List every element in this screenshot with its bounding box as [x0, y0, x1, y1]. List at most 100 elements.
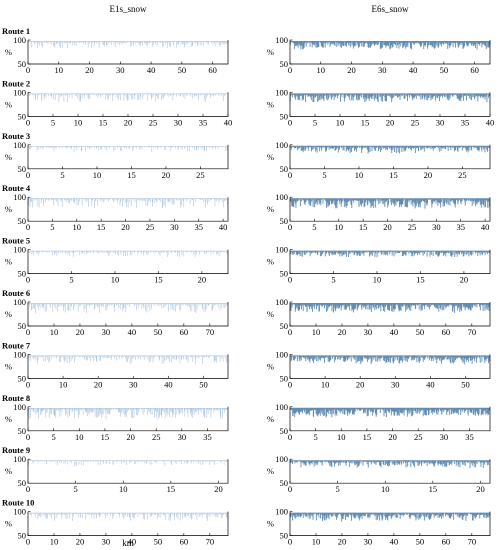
column-title-right: E6s_snow [371, 4, 409, 14]
axes-frame [289, 144, 491, 170]
x-tick-label: 0 [26, 432, 30, 442]
panel-10-e1s: Route 10 50 100% 0 10 20 30 40 50 60 70 [2, 498, 229, 547]
x-tick-label: 20 [121, 222, 130, 232]
x-tick-label: 10 [337, 432, 346, 442]
data-trace [28, 407, 229, 420]
x-tick-label: 35 [465, 432, 474, 442]
y-tick-label: 100 [275, 349, 288, 359]
data-trace [28, 355, 229, 365]
x-tick-label: 30 [129, 379, 138, 389]
x-tick-label: 40 [390, 537, 399, 547]
x-tick-label: 0 [26, 275, 30, 285]
route-label: Route 10 [2, 498, 34, 508]
x-tick-label: 15 [97, 222, 106, 232]
x-tick-label: 5 [331, 275, 335, 285]
data-trace [27, 303, 228, 314]
x-tick-label: 0 [288, 327, 292, 337]
x-tick-label: 50 [416, 537, 425, 547]
data-trace [290, 250, 491, 258]
x-tick-label: 5 [50, 222, 54, 232]
y-tick-label: 50 [280, 531, 289, 541]
y-tick-label: 100 [275, 35, 288, 45]
x-tick-label: 35 [194, 222, 203, 232]
x-tick-label: 0 [288, 117, 292, 127]
y-tick-label: 50 [18, 111, 27, 121]
x-tick-label: 15 [167, 484, 176, 494]
x-tick-label: 20 [388, 432, 397, 442]
route-label: Route 8 [2, 393, 30, 403]
x-tick-label: 10 [355, 170, 364, 180]
x-tick-label: 70 [468, 537, 477, 547]
y-axis-label: % [267, 414, 274, 424]
route-label: Route 4 [2, 183, 31, 193]
x-tick-label: 70 [468, 327, 477, 337]
y-tick-label: 100 [13, 349, 26, 359]
panel-5-e6s: 50 100% 0 5 10 15 20 [267, 245, 491, 285]
x-tick-label: 15 [154, 275, 163, 285]
data-trace [289, 145, 490, 154]
panel-7-e6s: 50 100% 0 10 20 30 40 50 [267, 349, 491, 389]
x-tick-label: 50 [416, 327, 425, 337]
panel-3-e1s: Route 3 50 100% 0 5 10 15 20 25 [2, 131, 229, 180]
route-label: Route 2 [2, 78, 30, 88]
x-tick-label: 30 [364, 537, 373, 547]
x-tick-label: 35 [203, 432, 212, 442]
x-tick-label: 30 [378, 65, 387, 75]
y-tick-label: 100 [275, 87, 288, 97]
x-tick-label: 40 [481, 222, 490, 232]
panel-1-e1s: Route 1 50 100% 0 10 20 30 40 50 60 [2, 26, 229, 75]
x-tick-label: 25 [408, 222, 417, 232]
x-tick-label: 10 [93, 170, 102, 180]
x-tick-label: 5 [312, 222, 316, 232]
axes-frame [27, 302, 229, 327]
panel-6-e6s: 50 100% 0 10 20 30 40 50 60 70 [267, 297, 491, 337]
x-tick-label: 15 [389, 170, 398, 180]
x-tick-label: 15 [359, 222, 368, 232]
y-axis-label: % [267, 519, 274, 529]
y-axis-label: % [267, 204, 274, 214]
x-tick-label: 60 [180, 537, 189, 547]
y-tick-label: 100 [13, 35, 26, 45]
x-tick-label: 10 [59, 379, 68, 389]
x-tick-label: 20 [76, 327, 85, 337]
data-trace [289, 40, 491, 50]
x-tick-label: 20 [386, 117, 395, 127]
axes-frame [289, 302, 491, 327]
x-tick-label: 5 [60, 170, 64, 180]
data-trace [289, 302, 491, 313]
y-tick-label: 50 [18, 531, 27, 541]
x-tick-label: 50 [461, 379, 470, 389]
y-tick-label: 100 [275, 192, 288, 202]
y-tick-label: 50 [18, 164, 27, 174]
y-tick-label: 50 [280, 321, 289, 331]
panel-7-e1s: Route 7 50 100% 0 10 20 30 40 50 [2, 340, 229, 389]
x-tick-label: 5 [69, 275, 73, 285]
y-tick-label: 50 [280, 111, 289, 121]
y-axis-label: % [5, 47, 12, 57]
panel-8-e1s: Route 8 50 100% 0 5 10 15 20 25 30 35 [2, 393, 229, 442]
x-tick-label: 40 [164, 379, 173, 389]
x-tick-label: 15 [416, 275, 425, 285]
x-tick-label: 70 [206, 537, 215, 547]
y-axis-label: % [267, 152, 274, 162]
x-tick-label: 15 [127, 170, 136, 180]
x-tick-label: 40 [128, 537, 137, 547]
y-tick-label: 50 [18, 478, 27, 488]
x-tick-label: 10 [317, 65, 326, 75]
x-tick-label: 20 [460, 275, 469, 285]
x-tick-label: 50 [440, 65, 449, 75]
panel-4-e1s: Route 4 50 100% 0 5 10 15 20 25 30 35 40 [2, 183, 229, 232]
y-axis-label: % [5, 466, 12, 476]
x-tick-label: 15 [99, 117, 108, 127]
y-axis-label: % [5, 309, 12, 319]
x-tick-label: 0 [26, 327, 30, 337]
x-tick-label: 20 [198, 275, 207, 285]
route-label: Route 7 [2, 340, 31, 350]
y-tick-label: 100 [13, 87, 26, 97]
data-trace [28, 250, 228, 258]
x-tick-label: 0 [26, 170, 30, 180]
x-tick-label: 25 [196, 170, 205, 180]
y-tick-label: 50 [18, 373, 27, 383]
y-tick-label: 100 [275, 402, 288, 412]
y-axis-label: % [267, 309, 274, 319]
